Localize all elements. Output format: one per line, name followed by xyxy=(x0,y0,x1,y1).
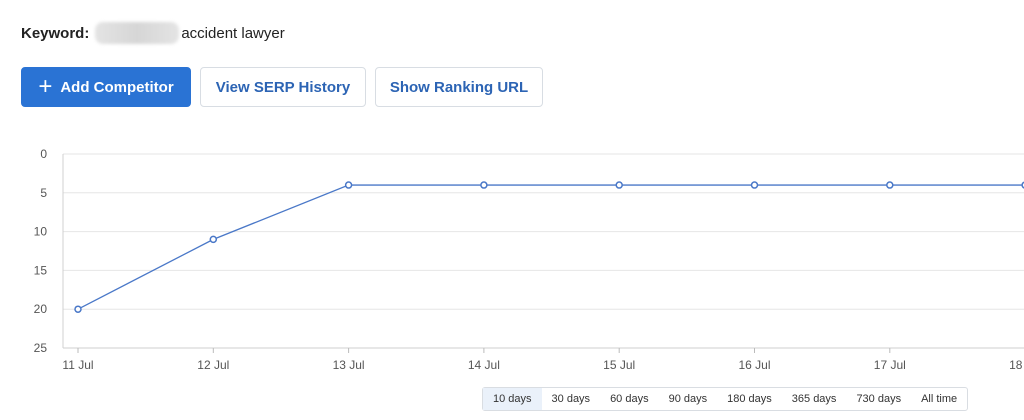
x-tick-label: 11 Jul xyxy=(62,358,93,372)
range-option[interactable]: 180 days xyxy=(727,393,772,405)
x-tick-label: 16 Jul xyxy=(738,358,770,372)
date-range-selector: 10 days 30 days 60 days 90 days 180 days 365 … xyxy=(482,387,969,411)
show-ranking-url-button[interactable]: Show Ranking URL xyxy=(375,67,543,107)
range-option[interactable]: 30 days xyxy=(551,393,591,405)
data-point xyxy=(480,181,488,189)
range-option[interactable]: 730 days xyxy=(856,393,902,405)
data-point xyxy=(615,181,623,189)
x-tick-label: 13 Jul xyxy=(333,358,365,372)
y-tick-label: 10 xyxy=(34,225,48,239)
y-tick-label: 0 xyxy=(40,147,47,161)
x-tick-label: 14 Jul xyxy=(468,358,500,372)
range-option[interactable]: 365 days xyxy=(791,393,837,405)
data-point xyxy=(750,181,759,189)
keyword-row: Keyword: accident lawyer xyxy=(21,22,285,44)
range-option[interactable]: All time xyxy=(921,393,958,405)
series-line xyxy=(77,184,1024,310)
y-tick-label: 5 xyxy=(40,186,47,200)
x-tick-label: 12 Jul xyxy=(197,358,229,372)
add-competitor-label: Add Competitor xyxy=(60,78,174,96)
keyword-redacted xyxy=(95,22,180,44)
y-tick-label: 20 xyxy=(34,302,48,316)
range-option[interactable]: 10 days xyxy=(483,388,542,410)
keyword-label: Keyword: xyxy=(21,24,90,42)
plus-icon: + xyxy=(38,73,53,100)
x-tick-label: 18 Jul xyxy=(1009,358,1024,372)
x-tick-label: 17 Jul xyxy=(874,358,906,372)
toolbar: + Add Competitor View SERP History Show … xyxy=(21,67,543,107)
range-option[interactable]: 90 days xyxy=(668,393,708,405)
keyword-value: accident lawyer xyxy=(181,24,285,42)
view-serp-history-button[interactable]: View SERP History xyxy=(200,67,366,107)
y-tick-label: 15 xyxy=(34,263,48,277)
data-point xyxy=(74,305,82,313)
y-tick-label: 25 xyxy=(34,341,48,355)
range-option[interactable]: 60 days xyxy=(610,393,649,405)
data-point xyxy=(344,181,353,189)
ranking-line-chart: 0 5 10 15 20 25 11 Jul 12 Jul 13 Jul 14 Jul 15 Jul… xyxy=(34,147,1024,372)
x-tick-label: 15 Jul xyxy=(603,358,635,372)
data-point xyxy=(886,181,894,189)
add-competitor-button[interactable]: + Add Competitor xyxy=(21,67,191,107)
data-point xyxy=(209,235,218,244)
